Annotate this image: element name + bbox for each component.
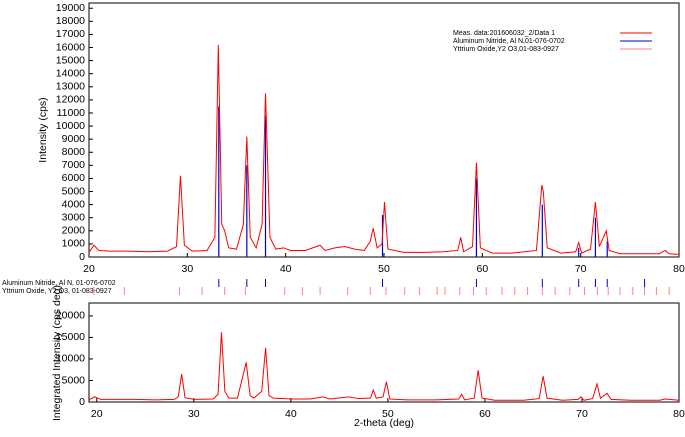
y-tick-label: 0 <box>79 396 85 408</box>
x-tick-label: 70 <box>575 263 587 275</box>
y-tick-label: 3000 <box>62 212 86 224</box>
y-tick-label: 10000 <box>56 353 85 365</box>
y-tick-label: 13000 <box>56 81 85 93</box>
x-tick-label: 60 <box>476 263 488 275</box>
y-tick-label: 14000 <box>56 67 85 79</box>
plot-frame <box>88 2 680 258</box>
x-tick-label: 80 <box>673 263 685 275</box>
y-tick-label: 8000 <box>62 146 86 158</box>
y-tick-label: 6000 <box>62 172 86 184</box>
x-tick-label: 20 <box>83 263 95 275</box>
plot-frame <box>88 302 680 403</box>
row-label: Yttrium Oxide, Y2 O3, 01-083-0927 <box>2 288 112 295</box>
y-tick-label: 5000 <box>62 185 86 197</box>
x-tick-label: 30 <box>181 263 193 275</box>
y-tick-label: 4000 <box>62 198 86 210</box>
row-label: Aluminum Nitride, Al N, 01-076-0702 <box>2 280 116 287</box>
x-tick-label: 50 <box>382 408 394 420</box>
x-tick-label: 60 <box>479 408 491 420</box>
y-axis-label: Intensity (cps) <box>37 97 49 162</box>
data-line <box>88 332 680 401</box>
y-tick-label: 5000 <box>62 374 86 386</box>
y-tick-label: 7000 <box>62 159 86 171</box>
legend-label: Yttrium Oxide,Y2 O3,01-083-0927 <box>453 46 559 53</box>
x-tick-label: 70 <box>576 408 588 420</box>
y-tick-label: 2000 <box>62 225 86 237</box>
legend-label: Meas. data:201606032_2/Data 1 <box>453 30 555 37</box>
y-tick-label: 19000 <box>56 2 85 14</box>
y-axis-label: Integrated Intensity (cps deg) <box>51 285 63 421</box>
y-tick-label: 15000 <box>56 331 85 343</box>
data-line <box>88 44 680 255</box>
y-tick-label: 20000 <box>56 310 85 322</box>
y-tick-label: 16000 <box>56 41 85 53</box>
legend-label: Aluminum Nitride, Al N,01-076-0702 <box>453 38 565 45</box>
y-tick-label: 15000 <box>56 54 85 66</box>
y-tick-label: 12000 <box>56 94 85 106</box>
y-tick-label: 11000 <box>57 107 86 119</box>
x-tick-label: 40 <box>280 263 292 275</box>
y-tick-label: 0 <box>79 251 85 263</box>
x-tick-label: 50 <box>378 263 390 275</box>
x-tick-label: 30 <box>188 408 200 420</box>
y-tick-label: 18000 <box>56 15 85 27</box>
x-tick-label: 40 <box>285 408 297 420</box>
y-tick-label: 1000 <box>62 238 86 250</box>
y-tick-label: 17000 <box>56 28 85 40</box>
x-tick-label: 80 <box>673 408 685 420</box>
x-axis-label: 2-theta (deg) <box>354 417 414 429</box>
x-tick-label: 20 <box>91 408 103 420</box>
y-tick-label: 10000 <box>56 120 85 132</box>
y-tick-label: 9000 <box>62 133 86 145</box>
